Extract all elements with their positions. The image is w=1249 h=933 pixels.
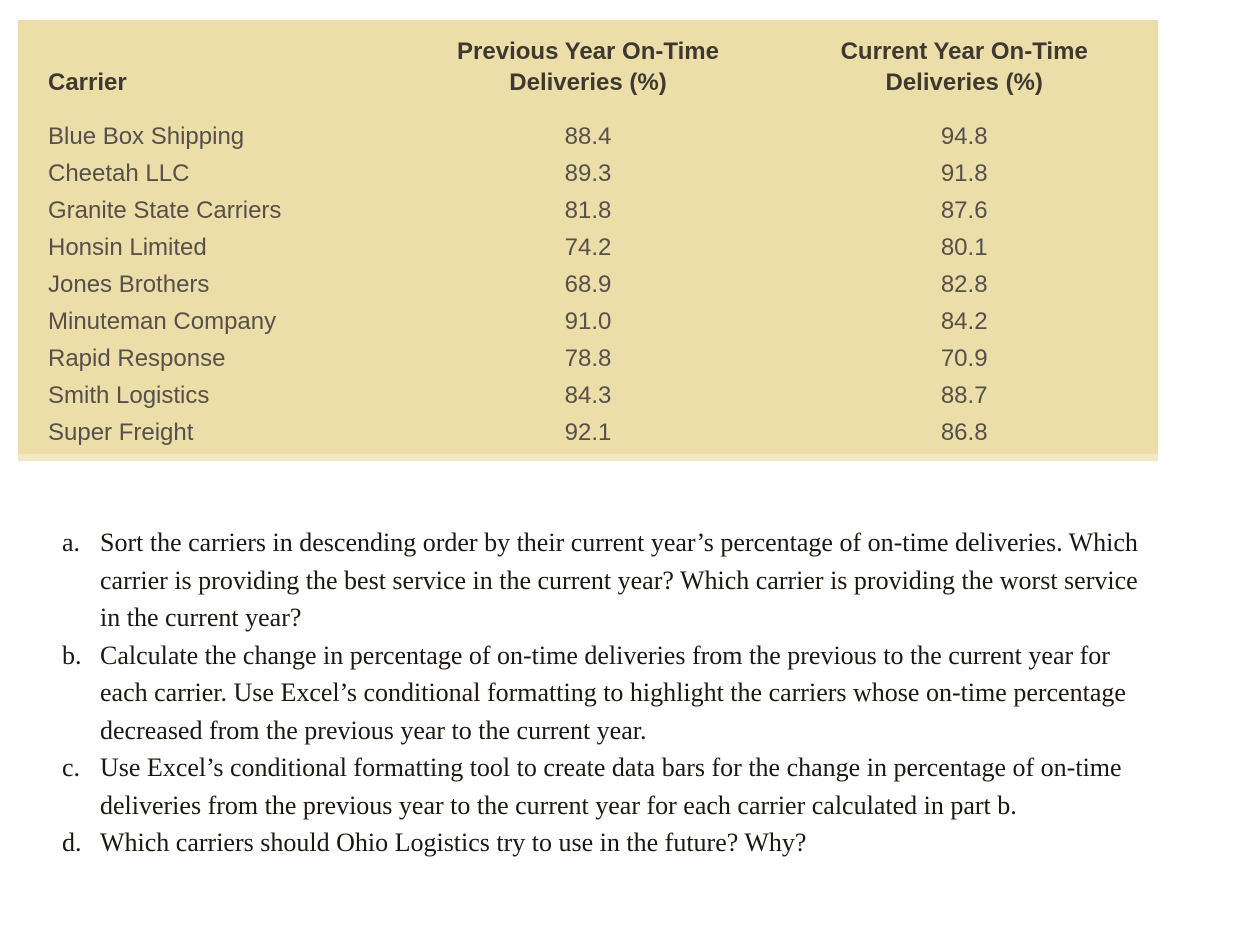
prev-cell: 74.2 (564, 234, 612, 261)
question-item-a: a. Sort the carriers in descending order… (62, 524, 1152, 637)
carrier-cell: Super Freight (48, 419, 194, 446)
carrier-delivery-table: Carrier Previous Year On-Time Deliveries… (18, 20, 1158, 461)
carrier-column-header: Carrier (18, 20, 406, 104)
table-header: Carrier Previous Year On-Time Deliveries… (18, 20, 1158, 104)
curr-cell: 84.2 (940, 308, 988, 335)
table-row: Super Freight 92.1 86.8 (18, 414, 1158, 451)
table-row: Rapid Response 78.8 70.9 (18, 340, 1158, 377)
header-row: Carrier Previous Year On-Time Deliveries… (18, 20, 1158, 104)
question-item-d: d. Which carriers should Ohio Logistics … (62, 824, 1152, 862)
prev-cell: 89.3 (564, 160, 612, 187)
table-row: Jones Brothers 68.9 82.8 (18, 266, 1158, 303)
curr-cell: 80.1 (940, 234, 988, 261)
table-row: Blue Box Shipping 88.4 94.8 (18, 104, 1158, 155)
prev-cell: 88.4 (564, 123, 612, 150)
previous-year-column-header: Previous Year On-Time Deliveries (%) (406, 20, 771, 104)
curr-cell: 70.9 (940, 345, 988, 372)
prev-cell: 78.8 (564, 345, 612, 372)
question-item-c: c. Use Excel’s conditional formatting to… (62, 749, 1152, 824)
curr-cell: 88.7 (940, 382, 988, 409)
current-year-header-line1: Current Year On-Time (840, 38, 1088, 65)
question-label: d. (62, 828, 82, 857)
curr-cell: 82.8 (940, 271, 988, 298)
prev-cell: 84.3 (564, 382, 612, 409)
carrier-cell: Granite State Carriers (48, 197, 282, 224)
question-text: Which carriers should Ohio Logistics try… (100, 828, 807, 857)
carrier-cell: Blue Box Shipping (48, 123, 245, 150)
curr-cell: 86.8 (940, 419, 988, 446)
table-row: Minuteman Company 91.0 84.2 (18, 303, 1158, 340)
prev-cell: 68.9 (564, 271, 612, 298)
question-item-b: b. Calculate the change in percentage of… (62, 637, 1152, 750)
table-row: Cheetah LLC 89.3 91.8 (18, 155, 1158, 192)
exercise-questions: a. Sort the carriers in descending order… (62, 524, 1152, 862)
carrier-cell: Cheetah LLC (48, 160, 190, 187)
curr-cell: 87.6 (940, 197, 988, 224)
table-row: Honsin Limited 74.2 80.1 (18, 229, 1158, 266)
current-year-column-header: Current Year On-Time Deliveries (%) (770, 20, 1158, 104)
carrier-cell: Smith Logistics (48, 382, 210, 409)
question-label: c. (62, 753, 81, 782)
curr-cell: 91.8 (940, 160, 988, 187)
carrier-cell: Jones Brothers (48, 271, 210, 298)
carrier-cell: Rapid Response (48, 345, 226, 372)
carrier-cell: Honsin Limited (48, 234, 207, 261)
question-text: Calculate the change in percentage of on… (100, 640, 1126, 745)
table-body: Blue Box Shipping 88.4 94.8 Cheetah LLC … (18, 104, 1158, 451)
table-row: Smith Logistics 84.3 88.7 (18, 377, 1158, 414)
carrier-header-label: Carrier (48, 69, 127, 96)
curr-cell: 94.8 (940, 123, 988, 150)
question-label: b. (62, 640, 82, 670)
previous-year-header-line2: Deliveries (%) (509, 69, 667, 96)
question-label: a. (62, 528, 81, 557)
current-year-header-line2: Deliveries (%) (885, 69, 1043, 96)
prev-cell: 91.0 (564, 308, 612, 335)
question-text: Sort the carriers in descending order by… (100, 528, 1138, 632)
prev-cell: 92.1 (564, 419, 612, 446)
previous-year-header-line1: Previous Year On-Time (457, 38, 719, 65)
question-text: Use Excel’s conditional formatting tool … (100, 753, 1122, 820)
prev-cell: 81.8 (564, 197, 612, 224)
data-table: Carrier Previous Year On-Time Deliveries… (18, 20, 1158, 451)
table-row: Granite State Carriers 81.8 87.6 (18, 192, 1158, 229)
carrier-cell: Minuteman Company (48, 308, 277, 335)
